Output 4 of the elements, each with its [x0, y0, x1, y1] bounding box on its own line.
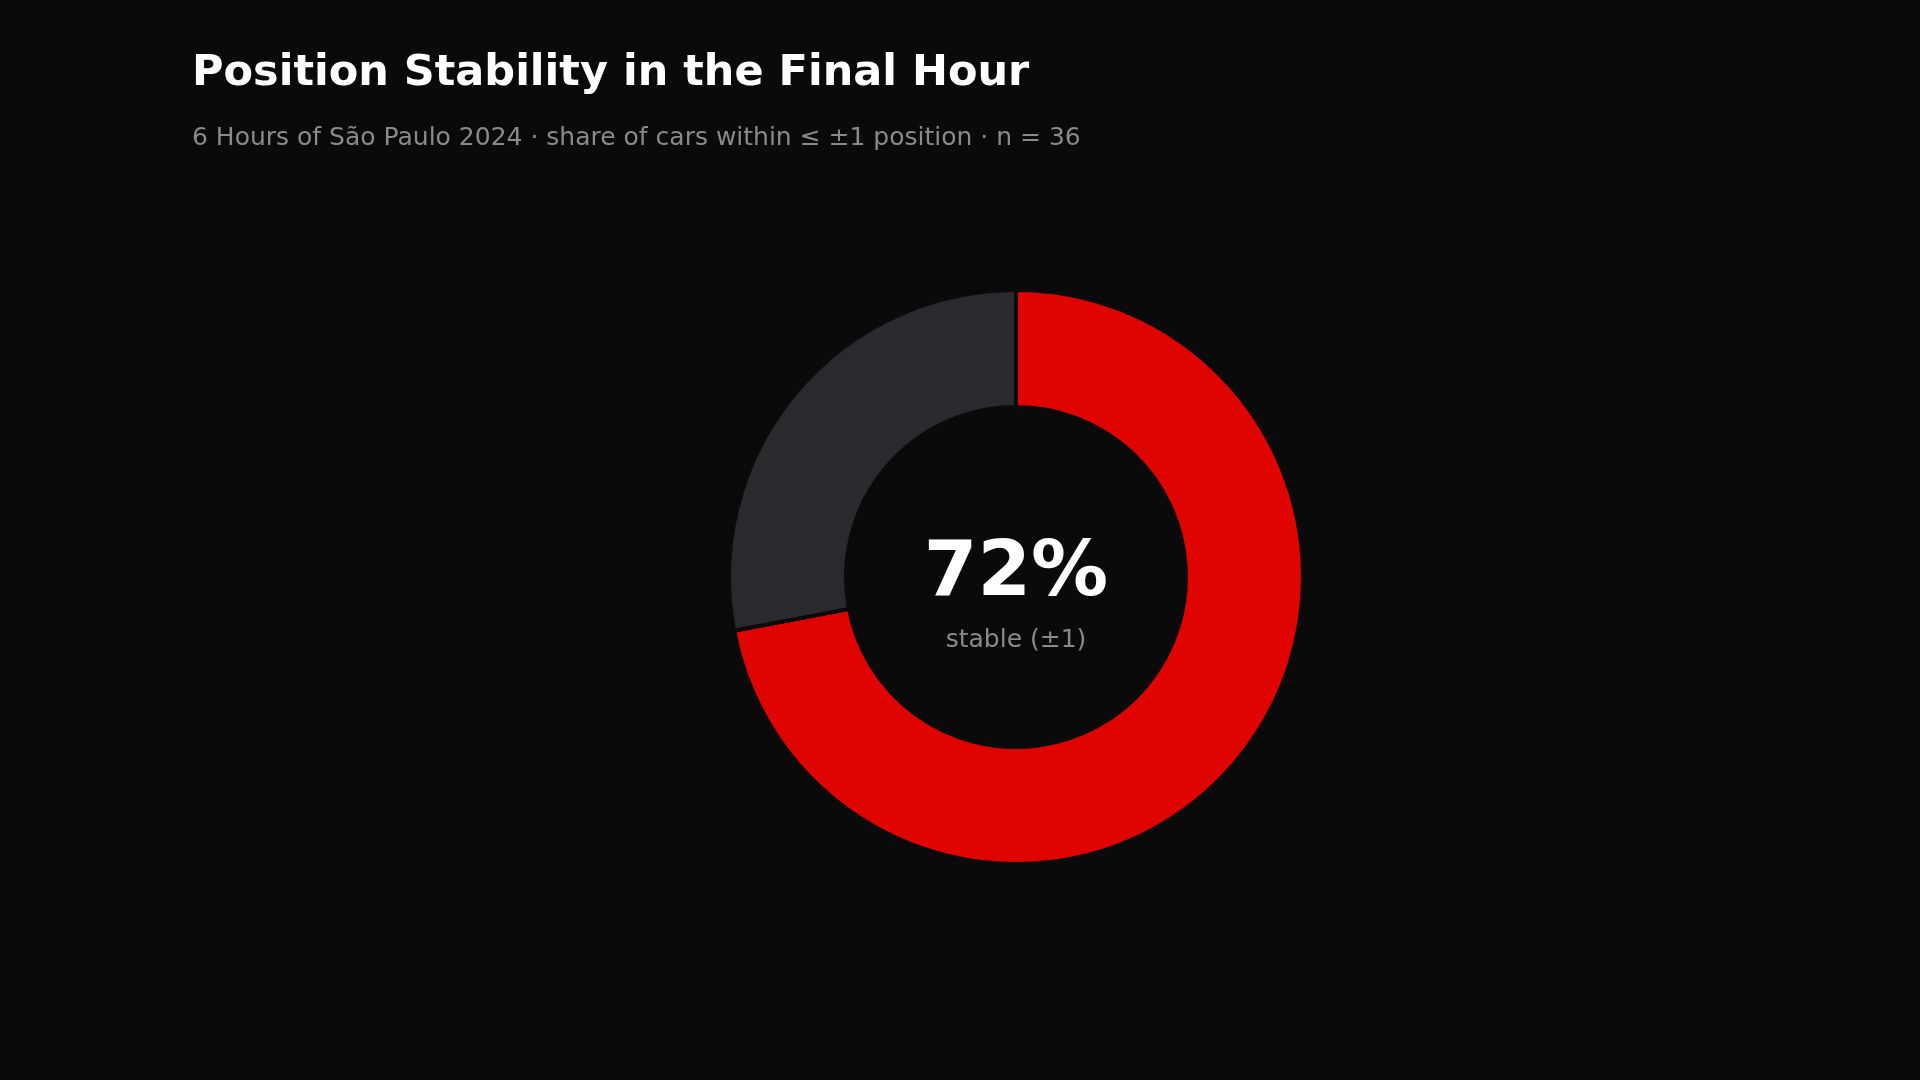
- chart-title: Position Stability in the Final Hour: [192, 45, 1031, 95]
- chart-subtitle: 6 Hours of São Paulo 2024 · share of cars within ≤ ±1 position · n = 36: [192, 122, 1081, 151]
- text: 72%: [923, 524, 1109, 613]
- text: stable (±1): [945, 624, 1087, 653]
